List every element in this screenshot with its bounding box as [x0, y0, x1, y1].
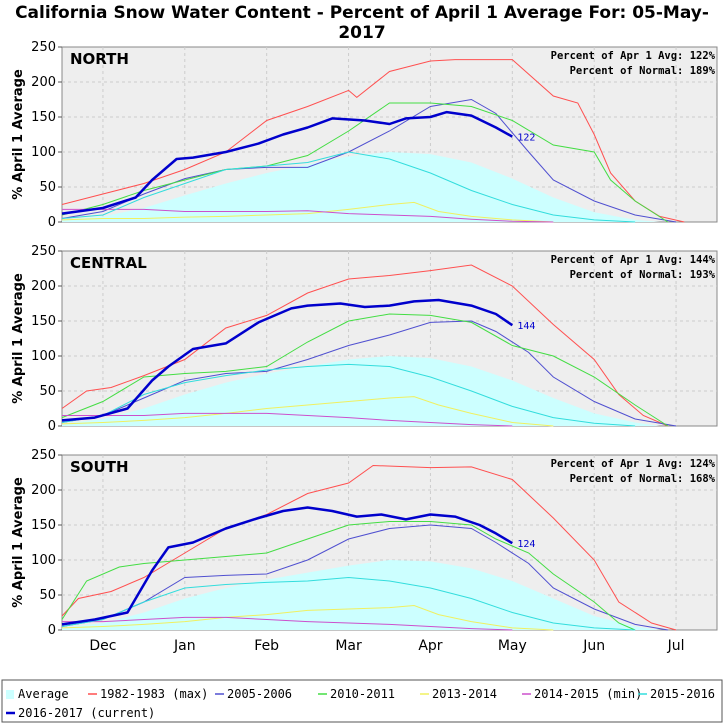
- stat-percent-normal: Percent of Normal: 193%: [570, 269, 716, 281]
- series-min-line: [62, 412, 513, 427]
- series-average-area: [62, 356, 660, 426]
- y-tick-label: 200: [31, 279, 56, 294]
- y-axis-label: % April 1 Average: [11, 477, 26, 608]
- legend-label: 2014-2015 (min): [534, 687, 642, 701]
- legend-label: 1982-1983 (max): [100, 687, 208, 701]
- series-y2010-line: [61, 313, 669, 427]
- current-end-label: 124: [517, 539, 535, 550]
- x-tick-label: Jan: [173, 638, 196, 654]
- series-min-line: [62, 208, 554, 223]
- series-max-line: [61, 59, 685, 223]
- y-tick-label: 0: [48, 215, 56, 230]
- chart-legend: Average 1982-1983 (max) 2005-2006 2010-2011…: [1, 679, 723, 723]
- legend-label: 2010-2011: [330, 687, 395, 701]
- series-current-line: [61, 110, 513, 215]
- series-y2015-line: [61, 151, 636, 223]
- legend-item-current: 2016-2017 (current): [6, 706, 155, 720]
- legend-label: 2015-2016: [650, 687, 715, 701]
- y-tick-label: 200: [31, 75, 56, 90]
- y-tick-label: 50: [39, 384, 56, 399]
- series-y2015-line: [61, 363, 636, 427]
- x-tick-label: Jun: [582, 638, 605, 654]
- legend-label: 2005-2006: [227, 687, 292, 701]
- series-y2013-line: [61, 604, 554, 631]
- y-tick-label: 50: [39, 588, 56, 603]
- series-current-line: [61, 506, 513, 626]
- legend-label: 2016-2017 (current): [18, 706, 155, 720]
- x-tick-label: Apr: [418, 638, 442, 654]
- x-tick-label: Jul: [667, 638, 685, 654]
- legend-box: [1, 679, 723, 723]
- y-axis-label: % April 1 Average: [11, 273, 26, 404]
- series-y2013-line: [61, 201, 554, 223]
- current-end-label: 144: [517, 321, 535, 332]
- panel-south: 0 50 100 150 200 250 124 SOUTH Percent of Apr 1 …: [11, 448, 718, 638]
- y-tick-label: 200: [31, 483, 56, 498]
- y-tick-label: 0: [48, 623, 56, 638]
- stat-percent-apr1: Percent of Apr 1 Avg: 144%: [551, 254, 716, 266]
- stat-percent-apr1: Percent of Apr 1 Avg: 124%: [551, 458, 716, 470]
- series-max-line: [61, 464, 677, 631]
- legend-swatch: [6, 690, 14, 699]
- legend-item-y2015: 2015-2016: [638, 687, 715, 701]
- chart-panels: 0 50 100 150 200 250 122 NORTH Percent of Apr 1 …: [11, 40, 718, 638]
- y-tick-label: 250: [31, 448, 56, 463]
- series-y2010-line: [61, 521, 636, 631]
- stat-percent-apr1: Percent of Apr 1 Avg: 122%: [551, 50, 716, 62]
- y-tick-label: 250: [31, 40, 56, 55]
- chart-title-line1: California Snow Water Content - Percent …: [15, 3, 709, 23]
- y-tick-label: 0: [48, 419, 56, 434]
- series-average-area: [62, 560, 660, 630]
- stat-percent-normal: Percent of Normal: 168%: [570, 473, 716, 485]
- legend-item-max: 1982-1983 (max): [88, 687, 208, 701]
- y-axis-label: % April 1 Average: [11, 69, 26, 200]
- y-tick-label: 100: [31, 145, 56, 160]
- region-name: SOUTH: [70, 458, 129, 476]
- series-y2013-line: [61, 396, 554, 427]
- x-axis-month-labels: Dec Jan Feb Mar Apr May Jun Jul: [89, 638, 684, 654]
- series-current-line: [61, 298, 514, 422]
- series-min-line: [62, 616, 513, 631]
- y-tick-label: 50: [39, 180, 56, 195]
- legend-label: 2013-2014: [432, 687, 497, 701]
- y-tick-label: 150: [31, 110, 56, 125]
- x-tick-label: Mar: [335, 638, 362, 654]
- panel-north: 0 50 100 150 200 250 122 NORTH Percent of Apr 1 …: [11, 40, 718, 230]
- y-tick-label: 250: [31, 244, 56, 259]
- y-tick-label: 100: [31, 349, 56, 364]
- series-y2005-line: [61, 524, 668, 631]
- legend-item-y2010: 2010-2011: [318, 687, 395, 701]
- x-tick-label: Dec: [89, 638, 116, 654]
- y-tick-label: 150: [31, 314, 56, 329]
- y-tick-label: 150: [31, 518, 56, 533]
- series-max-line: [61, 264, 669, 427]
- series-average-area: [62, 152, 660, 222]
- x-tick-label: Feb: [254, 638, 279, 654]
- current-end-label: 122: [517, 133, 535, 144]
- legend-item-average: Average: [6, 687, 69, 701]
- panel-central: 0 50 100 150 200 250 144 CENTRAL Percent of Apr …: [11, 244, 718, 434]
- stat-percent-normal: Percent of Normal: 189%: [570, 65, 716, 77]
- y-tick-label: 100: [31, 553, 56, 568]
- legend-item-min: 2014-2015 (min): [522, 687, 642, 701]
- legend-label: Average: [18, 687, 69, 701]
- legend-item-y2013: 2013-2014: [420, 687, 497, 701]
- series-y2015-line: [61, 576, 636, 631]
- x-tick-label: May: [498, 638, 527, 654]
- legend-item-y2005: 2005-2006: [215, 687, 292, 701]
- region-name: CENTRAL: [70, 254, 147, 272]
- series-y2010-line: [61, 102, 669, 223]
- region-name: NORTH: [70, 50, 129, 68]
- chart-title-line2: 2017: [338, 23, 385, 43]
